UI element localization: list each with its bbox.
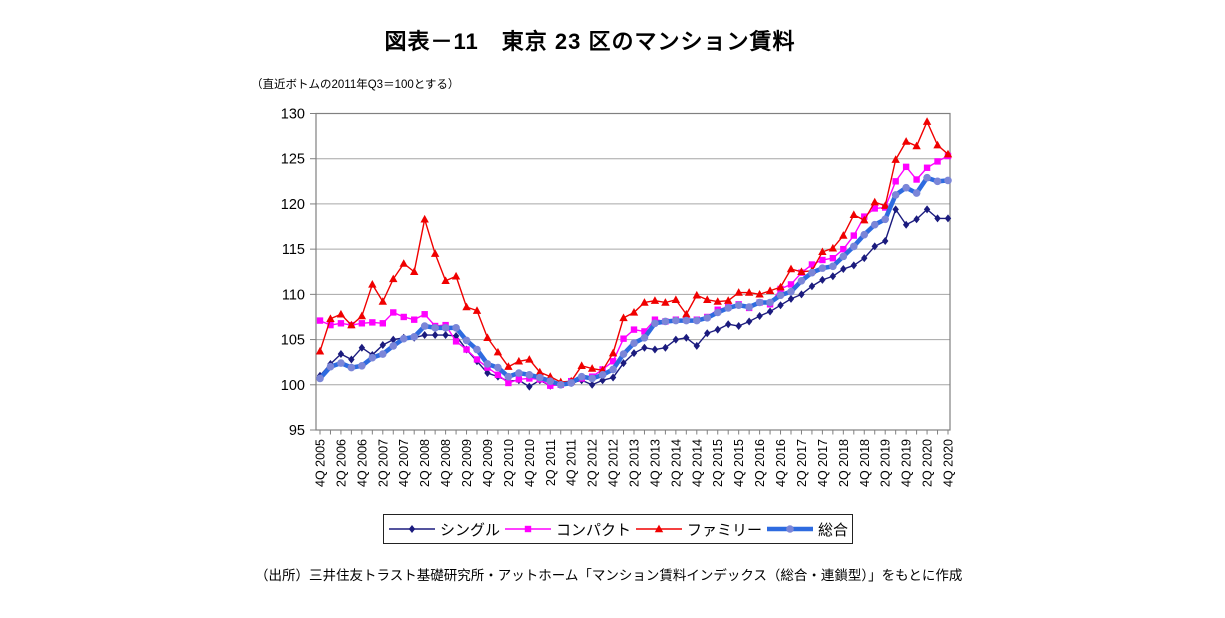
svg-text:4Q 2020: 4Q 2020 [942, 439, 956, 487]
svg-text:2Q 2013: 2Q 2013 [628, 439, 642, 487]
svg-text:2Q 2006: 2Q 2006 [334, 439, 348, 487]
svg-text:4Q 2006: 4Q 2006 [355, 439, 369, 487]
svg-text:2Q 2020: 2Q 2020 [921, 439, 935, 487]
legend-item-family: ファミリー [635, 519, 762, 540]
legend-item-single: シングル [388, 519, 500, 540]
svg-text:95: 95 [289, 423, 305, 439]
svg-text:2Q 2019: 2Q 2019 [879, 439, 893, 487]
family-series-marker-icon [635, 524, 682, 533]
legend-item-compact: コンパクト [504, 519, 631, 540]
svg-text:2Q 2014: 2Q 2014 [669, 439, 683, 487]
legend-label-single: シングル [439, 521, 500, 539]
svg-text:2Q 2016: 2Q 2016 [753, 439, 767, 487]
svg-text:130: 130 [281, 107, 305, 123]
svg-text:2Q 2018: 2Q 2018 [837, 439, 851, 487]
legend-label-family: ファミリー [686, 521, 762, 539]
svg-text:2Q 2017: 2Q 2017 [795, 439, 809, 487]
svg-text:4Q 2016: 4Q 2016 [774, 439, 788, 487]
svg-text:4Q 2008: 4Q 2008 [439, 439, 453, 487]
legend-label-total: 総合 [817, 521, 848, 539]
svg-text:110: 110 [282, 287, 305, 303]
svg-text:4Q 2009: 4Q 2009 [481, 439, 495, 487]
chart-title: 図表－11 東京 23 区のマンション賃料 [384, 29, 796, 54]
svg-text:2Q 2008: 2Q 2008 [418, 439, 432, 487]
source-note: （出所）三井住友トラスト基礎研究所・アットホーム「マンション賃料インデックス（総… [255, 568, 963, 583]
svg-text:4Q 2017: 4Q 2017 [816, 439, 830, 487]
svg-text:4Q 2018: 4Q 2018 [858, 439, 872, 487]
svg-text:4Q 2011: 4Q 2011 [565, 439, 579, 486]
svg-text:4Q 2014: 4Q 2014 [690, 439, 704, 487]
svg-text:4Q 2010: 4Q 2010 [523, 439, 537, 487]
svg-text:120: 120 [281, 197, 305, 213]
svg-text:2Q 2015: 2Q 2015 [711, 439, 725, 487]
chart-legend: シングル コンパクト ファミリー 総合 [383, 514, 853, 544]
legend-label-compact: コンパクト [555, 521, 631, 539]
svg-text:4Q 2019: 4Q 2019 [900, 439, 914, 487]
svg-text:2Q 2009: 2Q 2009 [460, 439, 474, 487]
svg-text:100: 100 [281, 378, 305, 394]
compact-series-marker-icon [504, 525, 551, 533]
svg-text:4Q 2007: 4Q 2007 [397, 439, 411, 487]
svg-text:2Q 2011: 2Q 2011 [544, 439, 558, 486]
svg-text:4Q 2015: 4Q 2015 [732, 439, 746, 487]
legend-item-total: 総合 [766, 519, 848, 540]
svg-text:2Q 2010: 2Q 2010 [502, 439, 516, 487]
chart-subtitle: （直近ボトムの2011年Q3＝100とする） [251, 79, 460, 91]
single-series-marker-icon [388, 525, 435, 533]
svg-text:2Q 2012: 2Q 2012 [586, 439, 600, 487]
svg-text:125: 125 [281, 152, 305, 168]
svg-text:4Q 2012: 4Q 2012 [607, 439, 621, 487]
svg-text:4Q 2013: 4Q 2013 [648, 439, 662, 487]
total-series-marker-icon [766, 525, 813, 533]
svg-text:4Q 2005: 4Q 2005 [314, 439, 328, 487]
svg-text:2Q 2007: 2Q 2007 [376, 439, 390, 487]
svg-text:105: 105 [281, 333, 305, 349]
svg-text:115: 115 [282, 242, 305, 258]
